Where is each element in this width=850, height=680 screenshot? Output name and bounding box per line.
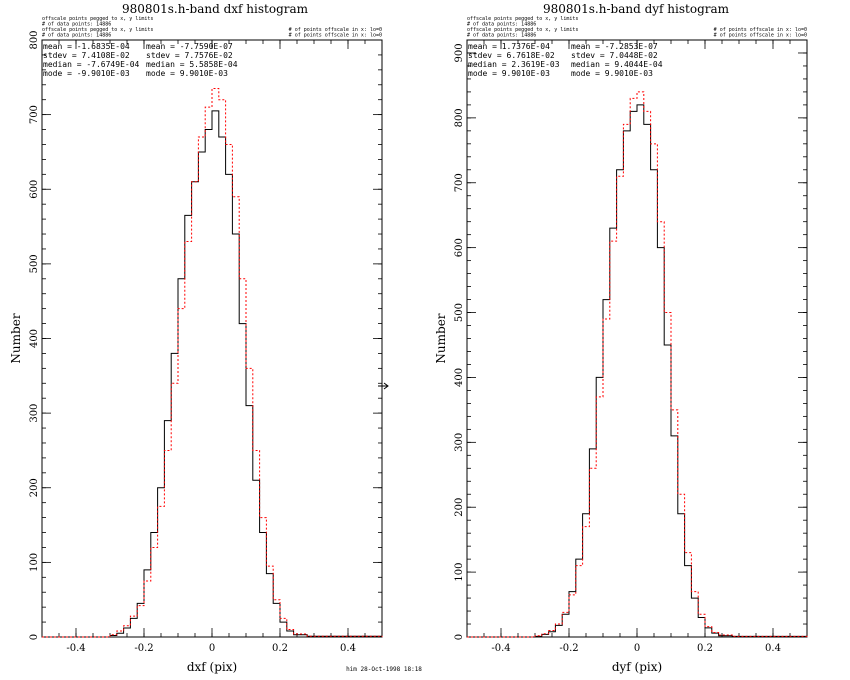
footer-timestamp: him 28-Oct-1998 18:18: [346, 666, 422, 673]
stat-primary: mean = -1.6835E-04: [43, 42, 130, 51]
stat-secondary: stdev = 7.0448E-02: [571, 51, 658, 60]
stat-primary: median = 2.3619E-03: [468, 60, 560, 69]
y-tick-label: 500: [29, 254, 40, 273]
stat-secondary: stdev = 7.7576E-02: [146, 51, 233, 60]
legend-note: # of points offscale in x: lo=0: [289, 27, 382, 33]
legend-note: # of data points: 14886: [42, 33, 111, 39]
chart-title: 980801s.h-band dyf histogram: [543, 2, 730, 16]
legend-note: # of points offscale in x: lo=0: [714, 27, 807, 33]
legend-note: # of data points: 14886: [42, 22, 111, 28]
y-tick-label: 300: [29, 404, 40, 423]
stat-secondary: mean = -7.7590E-07: [146, 42, 233, 51]
x-axis-label: dxf (pix): [187, 660, 237, 674]
x-tick-label: 0: [634, 643, 640, 654]
x-tick-label: 0: [209, 643, 215, 654]
x-tick-label: -0.2: [134, 643, 153, 654]
x-tick-label: -0.4: [66, 643, 85, 654]
y-tick-label: 300: [454, 433, 465, 452]
legend-note: offscale points pegged to x, y limits: [42, 16, 153, 22]
y-tick-label: 400: [454, 368, 465, 387]
y-tick-label: 100: [29, 553, 40, 572]
histogram-line-secondary: [42, 88, 383, 638]
stat-primary: mode = 9.9010E-03: [468, 69, 550, 78]
y-tick-label: 200: [29, 478, 40, 497]
y-tick-label: 600: [29, 180, 40, 199]
y-axis-label: Number: [434, 313, 448, 363]
chart-title: 980801s.h-band dxf histogram: [122, 2, 309, 16]
legend-note: offscale points pegged to x, y limits: [42, 27, 153, 33]
histogram-line-primary: [467, 104, 808, 638]
y-tick-label: 100: [454, 563, 465, 582]
histogram-line-secondary: [467, 91, 808, 638]
legend-note: # of data points: 14886: [467, 33, 536, 39]
y-tick-label: 800: [454, 108, 465, 127]
stat-secondary: median = 9.4044E-04: [571, 60, 663, 69]
stat-secondary: mode = 9.9010E-03: [571, 69, 653, 78]
legend-note: # of points offscale in x: lo=0: [289, 33, 382, 39]
legend-note: offscale points pegged to x, y limits: [467, 27, 578, 33]
y-tick-label: 900: [454, 43, 465, 62]
x-tick-label: 0.4: [340, 643, 356, 654]
histogram-line-primary: [42, 110, 383, 638]
x-tick-label: -0.4: [491, 643, 510, 654]
plot-frame: [466, 39, 808, 638]
y-tick-label: 700: [454, 173, 465, 192]
legend-note: # of data points: 14886: [467, 22, 536, 28]
y-tick-label: 500: [454, 303, 465, 322]
stat-primary: mode = -9.9010E-03: [43, 69, 130, 78]
x-tick-label: 0.2: [272, 643, 288, 654]
stat-primary: median = -7.6749E-04: [43, 60, 140, 69]
y-tick-label: 700: [29, 105, 40, 124]
y-tick-label: 0: [454, 634, 465, 640]
x-axis-label: dyf (pix): [612, 660, 662, 674]
stat-secondary: mode = 9.9010E-03: [146, 69, 228, 78]
x-tick-label: -0.2: [559, 643, 578, 654]
stat-primary: stdev = 6.7618E-02: [468, 51, 555, 60]
y-tick-label: 200: [454, 498, 465, 517]
x-tick-label: 0.2: [697, 643, 713, 654]
y-tick-label: 800: [29, 30, 40, 49]
y-tick-label: 600: [454, 238, 465, 257]
y-tick-label: 0: [29, 634, 40, 640]
legend-note: offscale points pegged to x, y limits: [467, 16, 578, 22]
x-tick-label: 0.4: [765, 643, 781, 654]
y-tick-label: 400: [29, 329, 40, 348]
stat-secondary: median = 5.5858E-04: [146, 60, 238, 69]
stat-primary: mean = 1.7376E-04: [468, 42, 550, 51]
stat-secondary: mean = -7.2853E-07: [571, 42, 658, 51]
plot-panel: -0.4 -0.2 0 0.2 0.4 0 100 200 300 400 500 600 700 800…: [434, 16, 808, 674]
right-arrow-icon: [378, 382, 389, 390]
legend-note: # of points offscale in x: lo=0: [714, 33, 807, 39]
y-axis-label: Number: [9, 313, 23, 363]
stat-primary: stdev = 7.4108E-02: [43, 51, 130, 60]
plot-panel: -0.4 -0.2 0 0.2 0.4 0 100 200 300 400 500 600 700 800…: [9, 16, 383, 674]
